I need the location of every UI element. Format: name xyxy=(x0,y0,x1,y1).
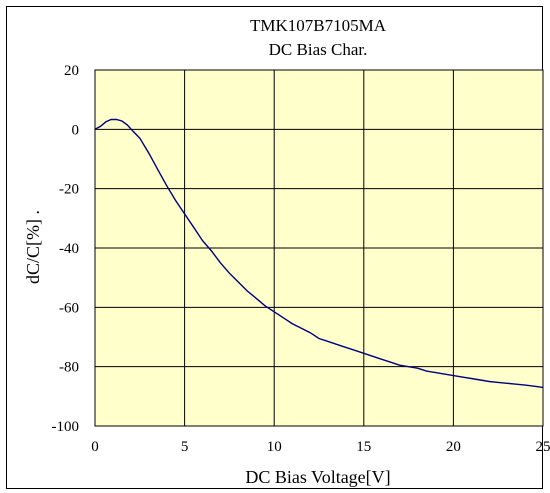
chart-title: TMK107B7105MA xyxy=(250,16,387,35)
y-tick-label: -60 xyxy=(59,300,79,316)
x-tick-label: 5 xyxy=(181,439,189,455)
y-tick-label: -40 xyxy=(59,241,79,257)
x-tick-labels: 0 5 10 15 20 25 xyxy=(91,439,550,455)
chart-subtitle: DC Bias Char. xyxy=(269,40,368,59)
plot-border xyxy=(94,69,544,427)
x-tick-label: 10 xyxy=(267,439,282,455)
y-tick-labels: 20 0 -20 -40 -60 -80 -100 xyxy=(52,63,80,435)
x-tick-label: 0 xyxy=(91,439,99,455)
x-tick-label: 15 xyxy=(356,439,371,455)
y-tick-label: 0 xyxy=(72,122,80,138)
y-tick-label: 20 xyxy=(64,63,79,79)
x-tick-label: 25 xyxy=(536,439,550,455)
y-tick-label: -80 xyxy=(59,360,79,376)
y-tick-label: -20 xyxy=(59,182,79,198)
y-tick-label: -100 xyxy=(52,419,80,435)
data-line xyxy=(94,118,544,389)
y-axis-label: dC/C[%] . xyxy=(23,210,43,284)
x-axis-label: DC Bias Voltage[V] xyxy=(245,467,390,487)
x-tick-label: 20 xyxy=(446,439,461,455)
